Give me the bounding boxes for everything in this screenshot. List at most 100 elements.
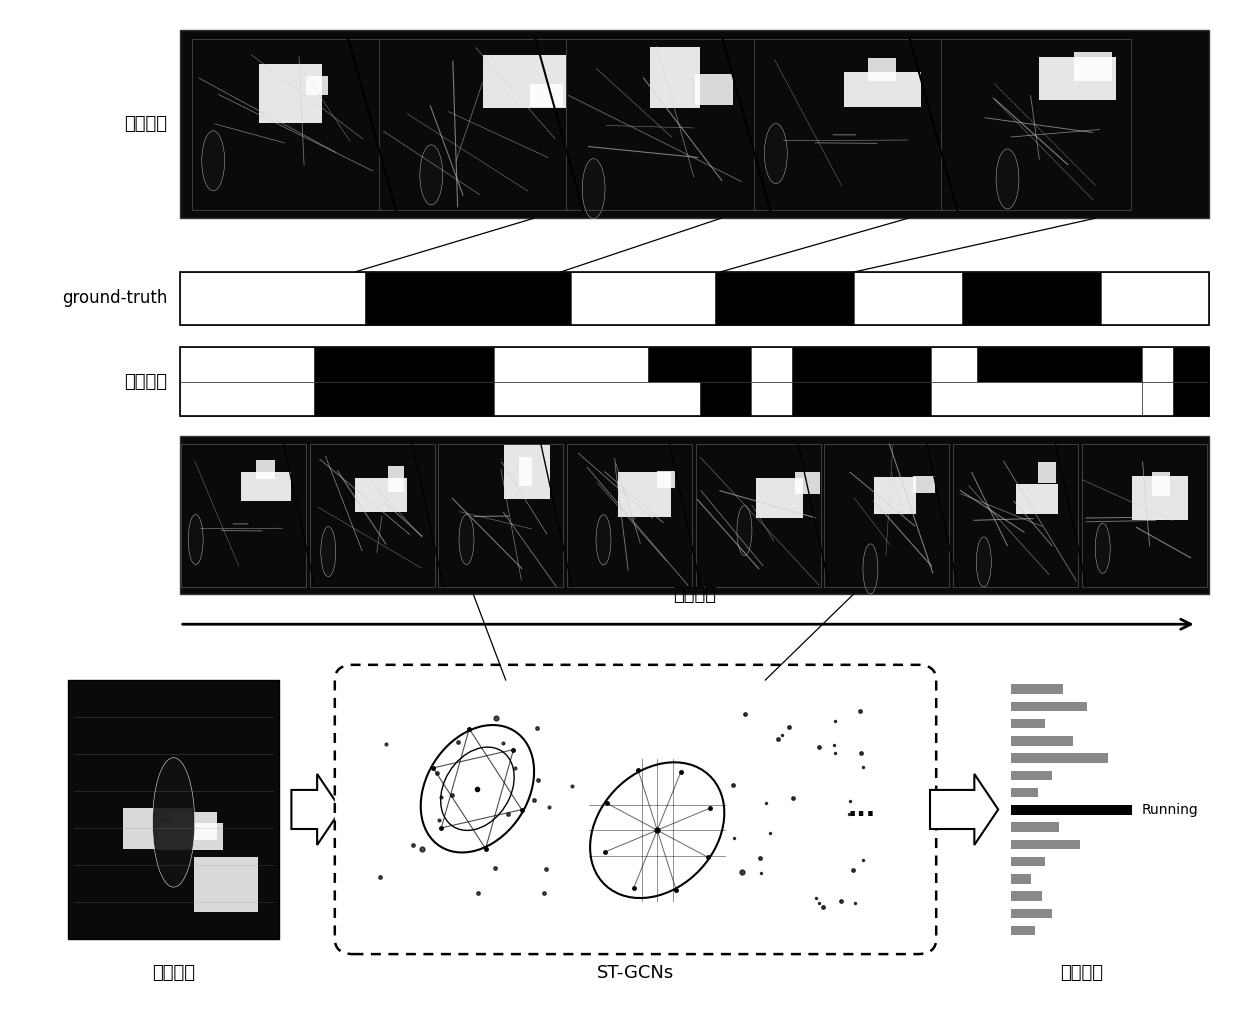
Bar bbox=[931, 382, 1142, 416]
Text: Running: Running bbox=[1142, 803, 1199, 817]
Bar bbox=[977, 347, 1142, 382]
Bar bbox=[1011, 736, 1073, 746]
Text: 检测结果: 检测结果 bbox=[124, 116, 167, 133]
Bar bbox=[1011, 891, 1042, 901]
Bar bbox=[1011, 822, 1059, 832]
Ellipse shape bbox=[153, 757, 195, 887]
Bar bbox=[180, 30, 1209, 218]
Ellipse shape bbox=[996, 149, 1019, 209]
Bar bbox=[365, 272, 570, 325]
Bar bbox=[181, 444, 306, 587]
Bar bbox=[1011, 719, 1045, 729]
Bar bbox=[618, 472, 671, 517]
Bar bbox=[156, 823, 223, 850]
Ellipse shape bbox=[188, 515, 203, 564]
Bar bbox=[439, 444, 563, 587]
Bar bbox=[1142, 347, 1173, 382]
Bar bbox=[379, 39, 569, 210]
Polygon shape bbox=[291, 773, 341, 844]
Bar bbox=[696, 444, 821, 587]
Bar bbox=[192, 39, 382, 210]
Bar bbox=[567, 444, 692, 587]
Ellipse shape bbox=[420, 145, 443, 205]
Bar bbox=[1074, 52, 1112, 80]
Bar bbox=[952, 444, 1078, 587]
Bar bbox=[259, 64, 322, 123]
Bar bbox=[180, 347, 1209, 416]
FancyBboxPatch shape bbox=[335, 665, 936, 954]
Bar bbox=[1173, 382, 1209, 416]
Bar bbox=[518, 457, 532, 486]
Bar bbox=[180, 436, 1209, 594]
Ellipse shape bbox=[976, 537, 991, 587]
Bar bbox=[844, 72, 921, 108]
Bar bbox=[531, 84, 563, 107]
Ellipse shape bbox=[737, 505, 751, 555]
Bar bbox=[1152, 472, 1169, 496]
Bar bbox=[913, 476, 935, 493]
Bar bbox=[567, 39, 756, 210]
Bar bbox=[1011, 753, 1107, 763]
Bar bbox=[699, 382, 751, 416]
Polygon shape bbox=[930, 773, 998, 844]
Bar bbox=[1011, 874, 1032, 884]
Bar bbox=[792, 382, 931, 416]
Bar bbox=[1011, 788, 1038, 798]
Bar bbox=[694, 74, 733, 105]
Bar bbox=[1011, 908, 1053, 919]
Bar bbox=[941, 39, 1131, 210]
Bar bbox=[952, 444, 1078, 587]
Bar bbox=[306, 76, 327, 95]
Bar bbox=[1011, 857, 1045, 867]
Text: ...: ... bbox=[848, 798, 875, 821]
Bar bbox=[941, 39, 1131, 210]
Bar bbox=[825, 444, 950, 587]
Bar bbox=[1132, 476, 1188, 520]
Text: ST-GCNs: ST-GCNs bbox=[596, 964, 675, 983]
Bar bbox=[388, 467, 404, 492]
Text: 类别评分: 类别评分 bbox=[1060, 964, 1104, 983]
Bar bbox=[754, 39, 944, 210]
Bar bbox=[649, 347, 751, 382]
Bar bbox=[1011, 701, 1086, 712]
Ellipse shape bbox=[202, 131, 224, 191]
Text: 输入数据: 输入数据 bbox=[153, 964, 195, 983]
Bar bbox=[792, 347, 931, 382]
Bar bbox=[180, 272, 1209, 325]
Bar bbox=[567, 39, 756, 210]
Bar bbox=[1017, 484, 1058, 514]
Bar bbox=[1142, 382, 1173, 416]
Bar bbox=[650, 47, 701, 108]
Text: 分段结果: 分段结果 bbox=[124, 373, 167, 391]
Bar bbox=[314, 347, 494, 382]
Bar bbox=[931, 347, 977, 382]
Bar bbox=[1081, 444, 1207, 587]
Ellipse shape bbox=[1095, 524, 1110, 573]
Bar bbox=[68, 680, 279, 939]
Ellipse shape bbox=[321, 527, 336, 577]
Bar bbox=[874, 477, 916, 515]
Bar bbox=[180, 382, 314, 416]
Bar bbox=[314, 382, 494, 416]
Bar bbox=[1081, 444, 1207, 587]
Bar bbox=[1039, 57, 1116, 99]
Text: 时间轴线: 时间轴线 bbox=[673, 586, 715, 604]
Text: ground-truth: ground-truth bbox=[62, 289, 167, 308]
Bar bbox=[310, 444, 434, 587]
Bar bbox=[172, 812, 217, 839]
Bar bbox=[854, 272, 962, 325]
Bar bbox=[1011, 926, 1035, 936]
Bar bbox=[180, 347, 314, 382]
Bar bbox=[1038, 462, 1056, 483]
Bar bbox=[657, 471, 675, 488]
Bar bbox=[310, 444, 434, 587]
Bar bbox=[825, 444, 950, 587]
Ellipse shape bbox=[583, 158, 605, 218]
Bar bbox=[494, 347, 649, 382]
Bar bbox=[751, 382, 792, 416]
Bar bbox=[1011, 684, 1063, 694]
Ellipse shape bbox=[596, 515, 611, 565]
Bar bbox=[795, 472, 820, 494]
Bar bbox=[751, 347, 792, 382]
Bar bbox=[696, 444, 821, 587]
